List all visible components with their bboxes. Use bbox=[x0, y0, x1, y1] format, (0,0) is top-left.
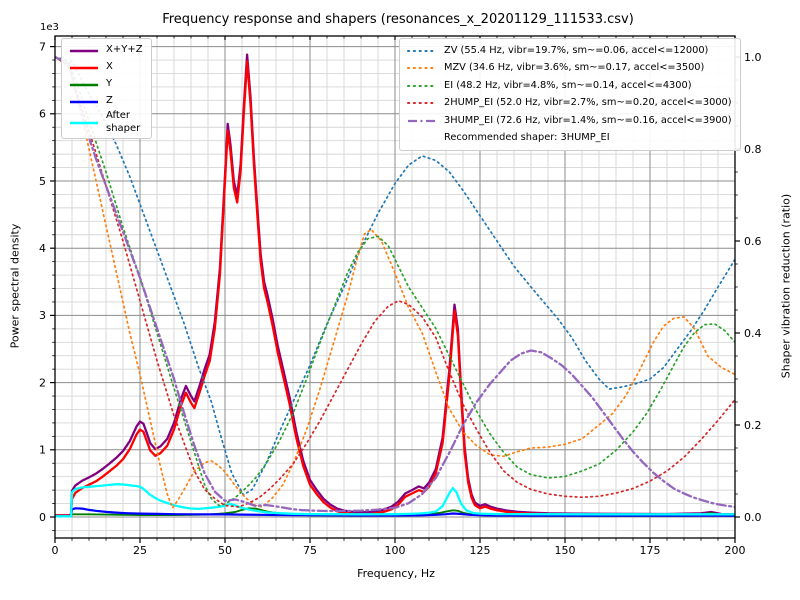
svg-text:6: 6 bbox=[39, 108, 46, 121]
line-swatch-xyz-icon bbox=[70, 49, 98, 52]
legend-item-zv: ZV (55.4 Hz, vibr=19.7%, sm~=0.06, accel… bbox=[407, 42, 732, 60]
svg-text:7: 7 bbox=[39, 40, 46, 53]
dotted-line-swatch-ei-icon bbox=[407, 84, 437, 87]
legend-item-z: Z bbox=[69, 93, 143, 110]
legend-item-after-shaper: After shaper bbox=[69, 110, 143, 135]
legend-item-mzv: MZV (34.6 Hz, vibr=3.6%, sm~=0.17, accel… bbox=[407, 60, 732, 78]
series-2hump-ei bbox=[55, 56, 735, 508]
legend-item-3hump-ei: 3HUMP_EI (72.6 Hz, vibr=1.4%, sm~=0.16, … bbox=[407, 112, 732, 130]
legend-shapers: ZV (55.4 Hz, vibr=19.7%, sm~=0.06, accel… bbox=[399, 38, 741, 151]
svg-text:0: 0 bbox=[52, 544, 59, 557]
legend-label: MZV (34.6 Hz, vibr=3.6%, sm~=0.17, accel… bbox=[444, 62, 705, 74]
series-mzv bbox=[55, 56, 735, 509]
x-axis-label: Frequency, Hz bbox=[357, 567, 435, 580]
dotted-line-swatch-2hump-ei-icon bbox=[407, 102, 437, 105]
svg-text:1: 1 bbox=[39, 444, 46, 457]
dotted-line-swatch-zv-icon bbox=[407, 49, 437, 52]
recommended-shaper-note: Recommended shaper: 3HUMP_EI bbox=[444, 132, 610, 144]
line-swatch-after-shaper-icon bbox=[70, 121, 98, 124]
legend-item-y: Y bbox=[69, 76, 143, 93]
line-swatch-y-icon bbox=[70, 83, 98, 86]
dotted-line-swatch-mzv-icon bbox=[407, 67, 437, 70]
svg-text:0: 0 bbox=[39, 511, 46, 524]
svg-text:200: 200 bbox=[725, 544, 746, 557]
svg-text:4: 4 bbox=[39, 242, 46, 255]
series-x bbox=[55, 60, 735, 517]
legend-label: X bbox=[106, 61, 113, 73]
dashdot-line-swatch-3hump-ei-icon bbox=[408, 119, 436, 122]
svg-text:0.4: 0.4 bbox=[744, 327, 762, 340]
svg-text:5: 5 bbox=[39, 175, 46, 188]
svg-text:25: 25 bbox=[133, 544, 147, 557]
y-axis-offset-label: 1e3 bbox=[40, 22, 59, 33]
svg-text:100: 100 bbox=[385, 544, 406, 557]
legend-label: ZV (55.4 Hz, vibr=19.7%, sm~=0.06, accel… bbox=[444, 44, 709, 56]
series-3hump-ei bbox=[55, 55, 735, 513]
svg-text:150: 150 bbox=[555, 544, 576, 557]
svg-text:50: 50 bbox=[218, 544, 232, 557]
legend-psd: X+Y+Z X Y Z After shaper bbox=[61, 38, 152, 139]
legend-label: 3HUMP_EI (72.6 Hz, vibr=1.4%, sm~=0.16, … bbox=[444, 114, 732, 126]
svg-text:125: 125 bbox=[470, 544, 491, 557]
line-swatch-z-icon bbox=[70, 100, 98, 103]
series-zv bbox=[55, 56, 735, 496]
legend-item-ei: EI (48.2 Hz, vibr=4.8%, sm~=0.14, accel<… bbox=[407, 77, 732, 95]
tick-labels: 0 25 50 75 100 125 150 175 200 0 1 2 3 4 5 6 7 0.0 0.2 0.4 0… bbox=[39, 40, 762, 557]
svg-text:0.8: 0.8 bbox=[744, 143, 762, 156]
legend-item-2hump-ei: 2HUMP_EI (52.0 Hz, vibr=2.7%, sm~=0.20, … bbox=[407, 95, 732, 113]
svg-text:75: 75 bbox=[303, 544, 317, 557]
series-ei bbox=[55, 56, 735, 507]
series-z bbox=[55, 507, 735, 518]
svg-text:1.0: 1.0 bbox=[744, 51, 762, 64]
svg-text:0.0: 0.0 bbox=[744, 511, 762, 524]
svg-text:3: 3 bbox=[39, 309, 46, 322]
svg-text:175: 175 bbox=[640, 544, 661, 557]
legend-label: Y bbox=[106, 78, 113, 90]
y-axis-right-label: Shaper vibration reduction (ratio) bbox=[779, 193, 793, 379]
line-swatch-x-icon bbox=[70, 66, 98, 69]
y-axis-left-label: Power spectral density bbox=[8, 223, 22, 349]
legend-item-x: X bbox=[69, 59, 143, 76]
legend-label: X+Y+Z bbox=[106, 44, 143, 56]
svg-text:0.6: 0.6 bbox=[744, 235, 762, 248]
svg-text:2: 2 bbox=[39, 376, 46, 389]
legend-label: 2HUMP_EI (52.0 Hz, vibr=2.7%, sm~=0.20, … bbox=[444, 97, 732, 109]
chart-title: Frequency response and shapers (resonanc… bbox=[162, 12, 634, 27]
legend-label: After shaper bbox=[106, 110, 141, 134]
svg-text:0.2: 0.2 bbox=[744, 419, 762, 432]
legend-item-xyz: X+Y+Z bbox=[69, 42, 143, 59]
series-after-shaper bbox=[55, 483, 735, 518]
legend-label: Z bbox=[106, 95, 113, 107]
series-x-y-z bbox=[55, 53, 735, 517]
legend-label: EI (48.2 Hz, vibr=4.8%, sm~=0.14, accel<… bbox=[444, 79, 692, 91]
